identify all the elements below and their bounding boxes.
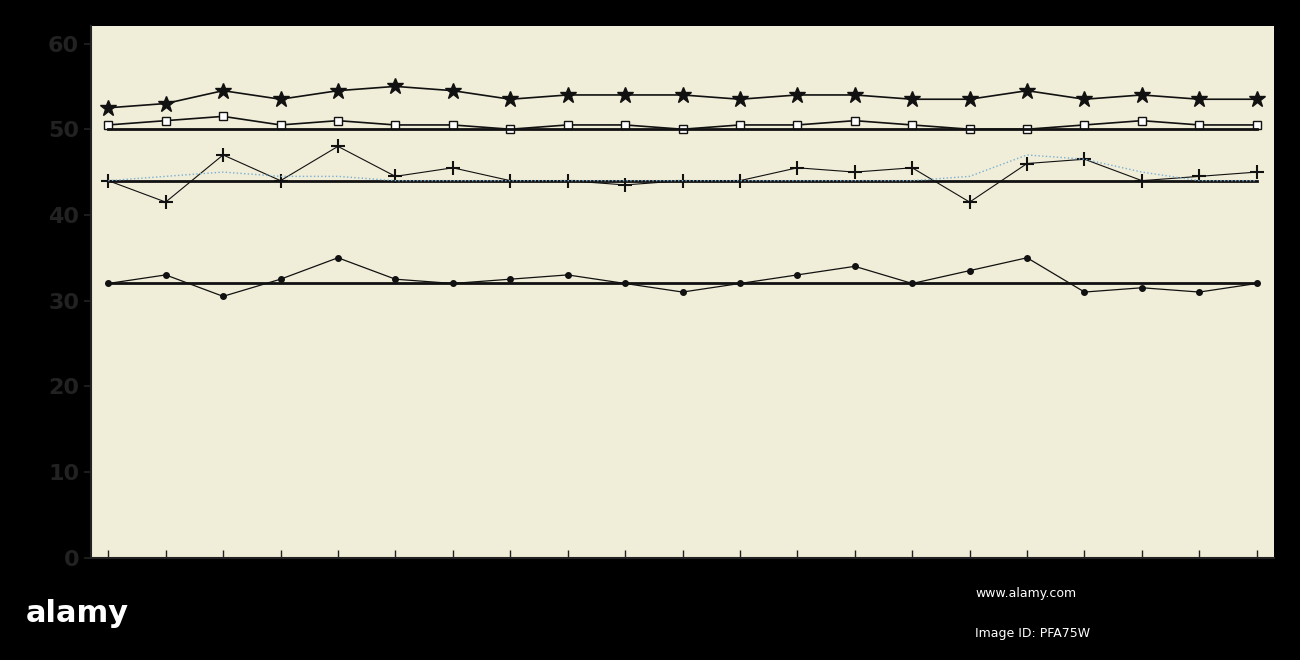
Text: alamy: alamy [26, 599, 129, 628]
Text: www.alamy.com: www.alamy.com [975, 587, 1076, 601]
Text: Image ID: PFA75W: Image ID: PFA75W [975, 627, 1091, 640]
